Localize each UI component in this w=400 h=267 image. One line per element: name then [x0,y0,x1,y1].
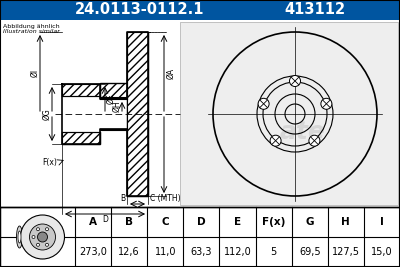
Text: 24.0113-0112.1: 24.0113-0112.1 [75,2,205,18]
Text: 12,6: 12,6 [118,247,140,257]
Text: E: E [234,217,241,227]
Circle shape [36,228,40,231]
Text: ate: ate [280,120,326,144]
Text: F(x): F(x) [262,217,285,227]
Bar [62,132,100,144]
Text: 5: 5 [270,247,277,257]
Text: 112,0: 112,0 [224,247,251,257]
Text: C: C [162,217,169,227]
Text: B: B [120,194,125,203]
Text: 15,0: 15,0 [371,247,393,257]
Text: Abbildung ähnlich: Abbildung ähnlich [3,24,60,29]
Text: ØI: ØI [30,69,39,77]
Text: I: I [380,217,384,227]
Circle shape [321,98,332,109]
Text: F(x): F(x) [42,158,57,167]
Text: ØE: ØE [106,94,115,104]
Circle shape [36,243,40,246]
Circle shape [46,243,48,246]
Text: G: G [306,217,314,227]
Text: 273,0: 273,0 [79,247,107,257]
Bar [180,22,398,205]
Text: D: D [102,215,108,224]
Text: ØH: ØH [112,101,121,112]
Ellipse shape [18,231,21,243]
Bar [0,207,400,267]
Bar [100,97,127,98]
Circle shape [20,215,64,259]
Text: C (MTH): C (MTH) [150,194,181,203]
Polygon shape [62,32,148,196]
Text: Illustration similar: Illustration similar [3,29,60,34]
Circle shape [30,224,56,250]
Bar [100,129,127,130]
Bar [62,84,100,96]
Text: A: A [89,217,97,227]
Circle shape [290,76,300,87]
Text: 69,5: 69,5 [299,247,320,257]
Circle shape [38,232,48,242]
Text: 413112: 413112 [284,2,346,18]
Text: ØG: ØG [42,108,51,120]
Circle shape [46,228,48,231]
Bar [0,0,400,20]
Text: H: H [342,217,350,227]
Text: B: B [125,217,133,227]
Circle shape [32,235,35,238]
Bar [62,96,100,132]
Text: 11,0: 11,0 [154,247,176,257]
Bar [62,132,100,144]
Circle shape [258,98,269,109]
Text: ØA: ØA [166,68,175,78]
Text: 127,5: 127,5 [332,247,360,257]
Circle shape [309,135,320,146]
Text: 63,3: 63,3 [191,247,212,257]
Bar [127,32,148,196]
Text: D: D [197,217,206,227]
Ellipse shape [16,226,22,248]
Circle shape [270,135,281,146]
Bar [127,32,148,196]
Bar [100,83,127,98]
Bar [62,84,100,96]
